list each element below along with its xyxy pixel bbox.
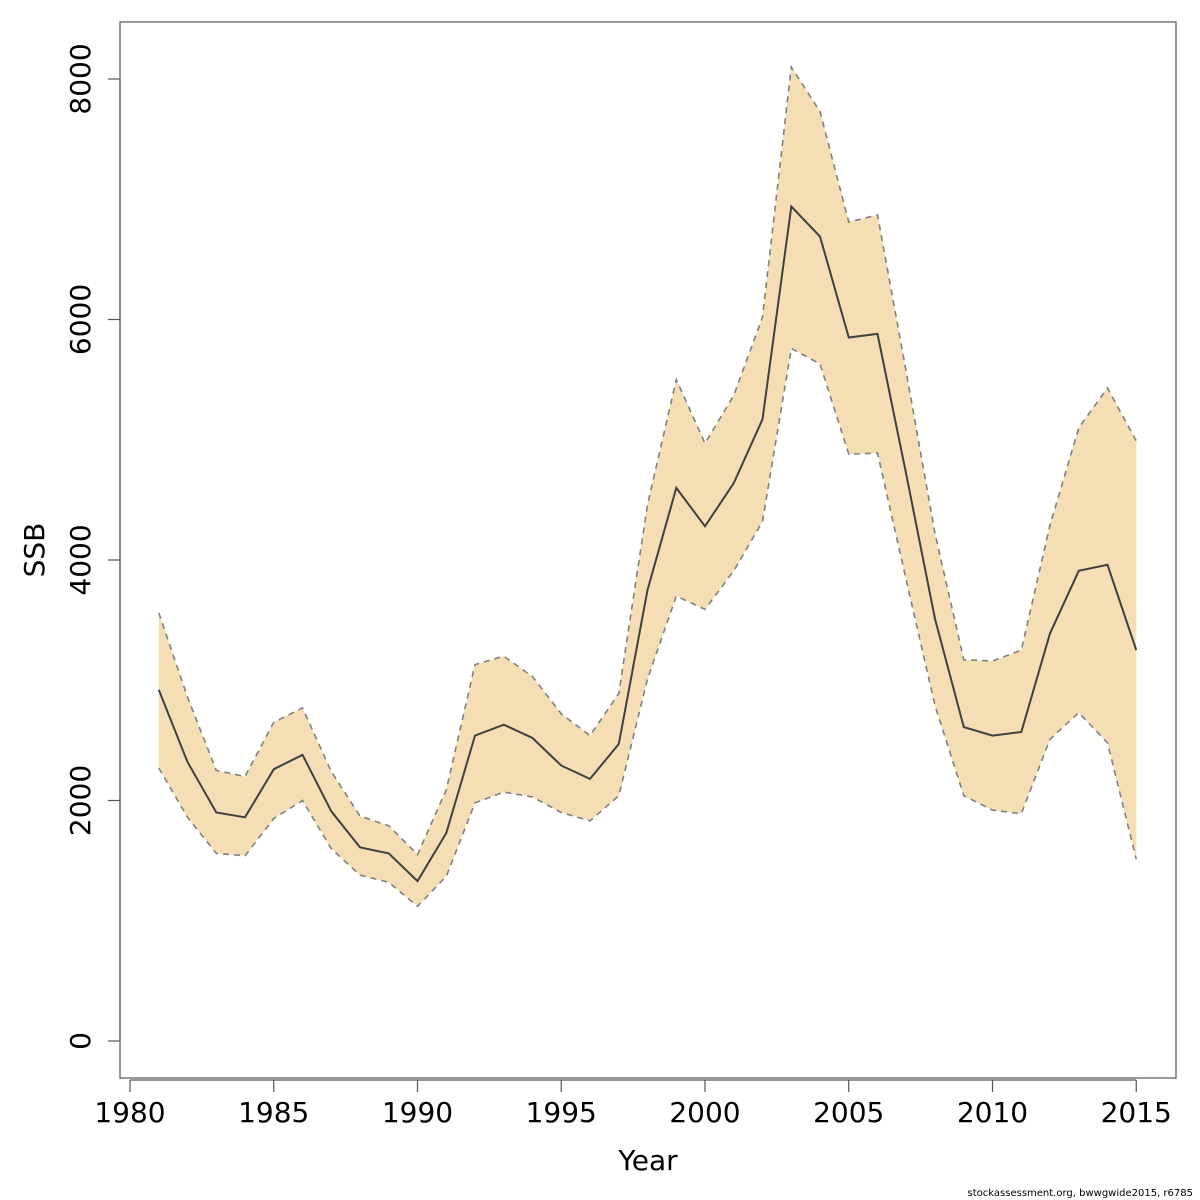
upper-bound-line [158,64,1138,856]
y-tick-label: 2000 [64,765,97,836]
x-axis: 1980 1985 1990 1995 2000 2005 2010 2015 [94,1079,1172,1129]
x-axis-title: Year [617,1144,678,1177]
y-axis-title: SSB [18,523,51,578]
x-tick-label: 2010 [957,1096,1028,1129]
x-tick-label: 2015 [1101,1096,1172,1129]
lower-bound-line [158,347,1138,908]
y-tick-label: 8000 [64,43,97,114]
y-tick-label: 0 [64,1032,97,1050]
footer-credit: stockassessment.org, bwwgwide2015, r6785 [968,1188,1193,1199]
y-tick-label: 4000 [64,524,97,595]
x-tick-label: 1995 [526,1096,597,1129]
ssb-estimate-line [157,204,1138,883]
confidence-band [158,67,1137,907]
x-tick-label: 2005 [813,1096,884,1129]
x-tick-label: 1985 [238,1096,309,1129]
x-tick-label: 1980 [94,1096,165,1129]
x-tick-label: 1990 [382,1096,453,1129]
x-tick-label: 2000 [669,1096,740,1129]
y-axis: 0 2000 4000 6000 8000 [64,43,121,1050]
y-tick-label: 6000 [64,284,97,355]
